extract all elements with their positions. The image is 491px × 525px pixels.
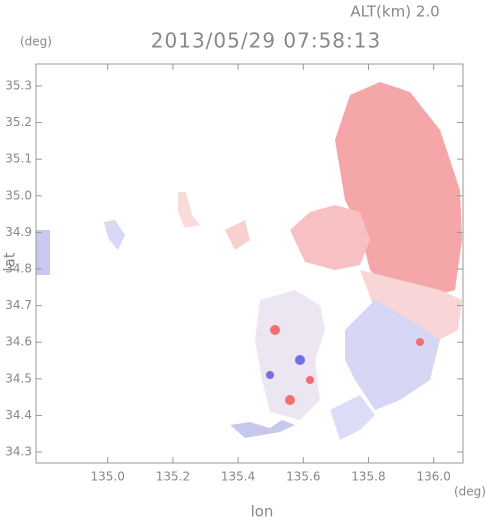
echo-region [360,270,462,345]
y-axis-label: lat [1,252,19,271]
echo-region [36,230,50,275]
y-tick-label: 35.3 [5,78,32,92]
y-tick-label: 35.2 [5,115,32,129]
echo-region [290,205,370,270]
echo-region [345,300,440,410]
y-tick-label: 34.7 [5,298,32,312]
echo-cell [416,338,424,346]
y-tick-label: 34.6 [5,335,32,349]
echo-region [178,192,200,228]
x-tick-label: 135.6 [286,470,320,484]
echo-cell [266,371,274,379]
echo-region [225,220,250,250]
echo-cell [270,325,280,335]
y-tick-label: 35.1 [5,152,32,166]
x-axis-label: lon [251,503,274,521]
echo-region [230,420,295,438]
x-tick-label: 135.4 [221,470,255,484]
y-tick-label: 34.9 [5,225,32,239]
x-tick-label: 135.8 [351,470,385,484]
radar-field [36,82,462,440]
x-tick-label: 135.2 [156,470,190,484]
x-unit: (deg) [454,485,486,499]
chart-title: 2013/05/29 07:58:13 [151,29,381,53]
y-tick-label: 34.3 [5,445,32,459]
plot-frame [35,63,464,464]
echo-region [104,220,125,250]
x-tick-label: 135.0 [91,470,125,484]
x-tick-label: 136.0 [416,470,450,484]
y-tick-label: 34.8 [5,261,32,275]
echo-cell [285,395,295,405]
y-tick-label: 34.4 [5,408,32,422]
echo-region [255,290,325,420]
altitude-label: ALT(km) 2.0 [350,3,439,21]
echo-region [330,395,375,440]
y-tick-label: 35.0 [5,188,32,202]
echo-cell [295,355,305,365]
y-unit: (deg) [20,35,52,49]
y-tick-label: 34.5 [5,371,32,385]
echo-cell [306,376,314,384]
echo-region [335,82,462,300]
